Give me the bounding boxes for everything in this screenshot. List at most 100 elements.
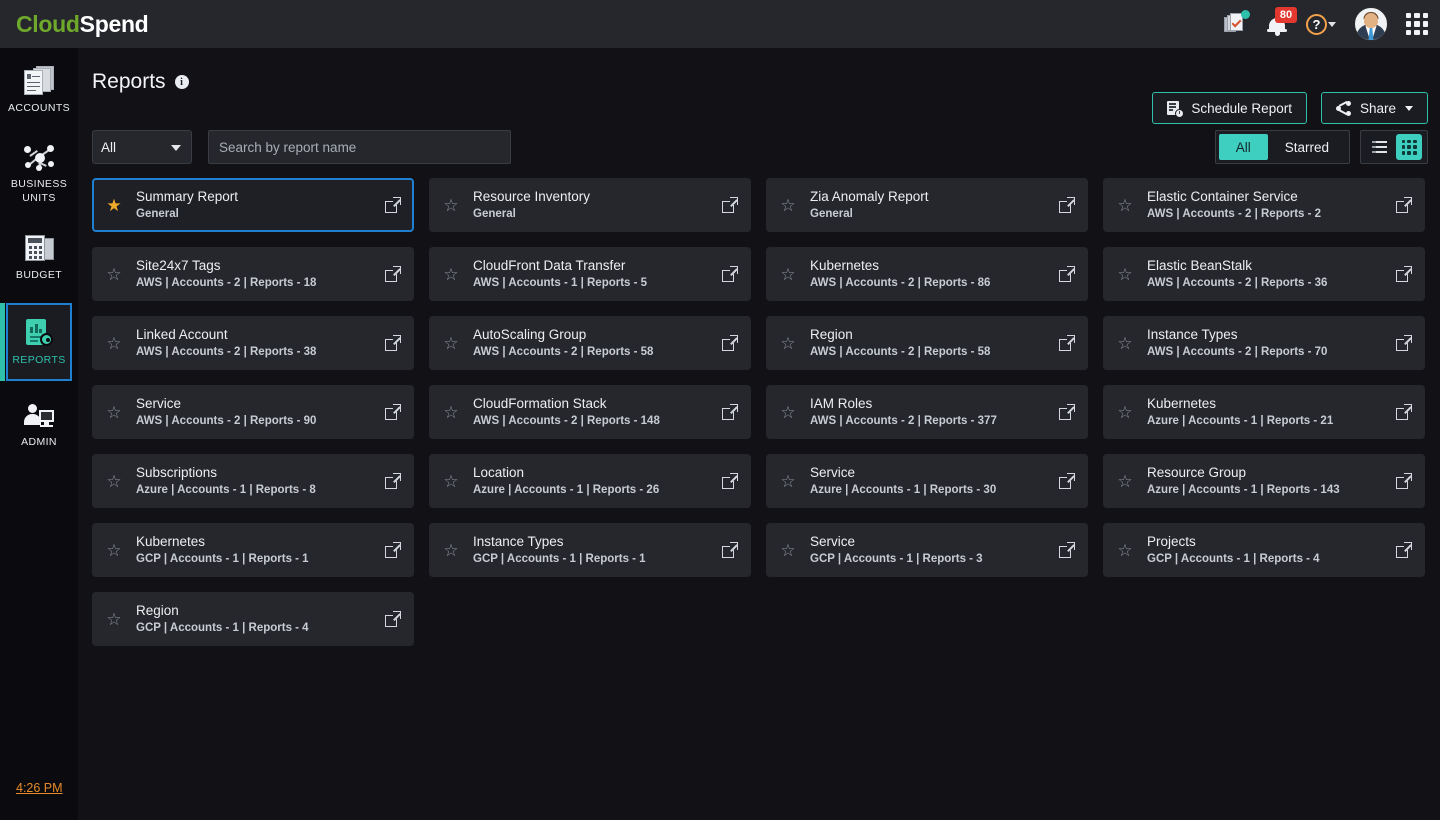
- star-icon[interactable]: ☆: [780, 540, 796, 560]
- open-external-icon[interactable]: [1059, 541, 1075, 558]
- open-external-icon[interactable]: [1396, 196, 1412, 213]
- report-card[interactable]: ☆ Projects GCP | Accounts - 1 | Reports - …: [1103, 523, 1425, 577]
- sidebar-item-admin[interactable]: ADMIN: [0, 384, 78, 468]
- open-external-icon[interactable]: [1059, 472, 1075, 489]
- open-external-icon[interactable]: [722, 403, 738, 420]
- star-icon[interactable]: ☆: [1117, 540, 1133, 560]
- report-card[interactable]: ☆ Elastic BeanStalk AWS | Accounts - 2 | R…: [1103, 247, 1425, 301]
- report-card[interactable]: ☆ CloudFormation Stack AWS | Accounts - 2 …: [429, 385, 751, 439]
- star-icon[interactable]: ☆: [443, 471, 459, 491]
- sidebar-item-budget[interactable]: BUDGET: [0, 216, 78, 300]
- report-card[interactable]: ☆ Kubernetes GCP | Accounts - 1 | Reports …: [92, 523, 414, 577]
- current-time[interactable]: 4:26 PM: [16, 781, 63, 795]
- report-card[interactable]: ☆ Resource Group Azure | Accounts - 1 | Re…: [1103, 454, 1425, 508]
- open-external-icon[interactable]: [1059, 334, 1075, 351]
- sidebar-item-reports[interactable]: REPORTS: [0, 300, 78, 384]
- info-icon[interactable]: i: [174, 75, 189, 89]
- schedule-report-button[interactable]: Schedule Report: [1152, 92, 1307, 124]
- open-external-icon[interactable]: [385, 541, 401, 558]
- star-icon[interactable]: ☆: [780, 195, 796, 215]
- open-external-icon[interactable]: [1396, 334, 1412, 351]
- sidebar-item-accounts[interactable]: ACCOUNTS: [0, 48, 78, 132]
- report-card[interactable]: ☆ Resource Inventory General: [429, 178, 751, 232]
- open-external-icon[interactable]: [385, 403, 401, 420]
- sidebar-item-business-units[interactable]: BUSINESS UNITS: [0, 132, 78, 216]
- open-external-icon[interactable]: [1396, 403, 1412, 420]
- report-card[interactable]: ☆ Site24x7 Tags AWS | Accounts - 2 | Repor…: [92, 247, 414, 301]
- star-icon[interactable]: ☆: [106, 609, 122, 629]
- star-icon[interactable]: ☆: [1117, 195, 1133, 215]
- app-switcher-button[interactable]: [1406, 13, 1428, 35]
- star-icon[interactable]: ☆: [443, 195, 459, 215]
- open-external-icon[interactable]: [722, 265, 738, 282]
- open-external-icon[interactable]: [385, 472, 401, 489]
- report-card-text: CloudFormation Stack AWS | Accounts - 2 |…: [473, 395, 722, 429]
- report-card[interactable]: ★ Summary Report General: [92, 178, 414, 232]
- star-icon[interactable]: ☆: [443, 402, 459, 422]
- report-card[interactable]: ☆ Region AWS | Accounts - 2 | Reports - 58: [766, 316, 1088, 370]
- report-card-title: Region: [136, 603, 179, 618]
- report-card[interactable]: ☆ Instance Types AWS | Accounts - 2 | Repo…: [1103, 316, 1425, 370]
- star-icon[interactable]: ☆: [106, 540, 122, 560]
- report-card[interactable]: ☆ Subscriptions Azure | Accounts - 1 | Rep…: [92, 454, 414, 508]
- open-external-icon[interactable]: [722, 541, 738, 558]
- provider-filter[interactable]: All: [92, 130, 192, 164]
- report-card[interactable]: ☆ CloudFront Data Transfer AWS | Accounts …: [429, 247, 751, 301]
- report-card[interactable]: ☆ Linked Account AWS | Accounts - 2 | Repo…: [92, 316, 414, 370]
- open-external-icon[interactable]: [1396, 541, 1412, 558]
- grid-view-button[interactable]: [1396, 134, 1422, 160]
- help-menu-button[interactable]: ?: [1306, 13, 1336, 35]
- report-card[interactable]: ☆ Service AWS | Accounts - 2 | Reports - 9…: [92, 385, 414, 439]
- report-card[interactable]: ☆ IAM Roles AWS | Accounts - 2 | Reports -…: [766, 385, 1088, 439]
- star-icon[interactable]: ☆: [1117, 402, 1133, 422]
- star-icon[interactable]: ☆: [780, 471, 796, 491]
- star-icon[interactable]: ☆: [780, 402, 796, 422]
- star-icon[interactable]: ☆: [443, 333, 459, 353]
- star-icon[interactable]: ☆: [1117, 264, 1133, 284]
- star-icon[interactable]: ☆: [106, 402, 122, 422]
- open-external-icon[interactable]: [1059, 403, 1075, 420]
- star-icon[interactable]: ☆: [1117, 471, 1133, 491]
- notifications-button[interactable]: 80: [1266, 7, 1297, 36]
- open-external-icon[interactable]: [1396, 472, 1412, 489]
- open-external-icon[interactable]: [722, 196, 738, 213]
- open-external-icon[interactable]: [385, 265, 401, 282]
- open-external-icon[interactable]: [385, 610, 401, 627]
- star-icon[interactable]: ★: [106, 195, 122, 215]
- report-card[interactable]: ☆ Location Azure | Accounts - 1 | Reports …: [429, 454, 751, 508]
- list-view-button[interactable]: [1366, 134, 1392, 160]
- open-external-icon[interactable]: [385, 334, 401, 351]
- report-card[interactable]: ☆ Zia Anomaly Report General: [766, 178, 1088, 232]
- grid-apps-icon: [1406, 13, 1428, 35]
- report-card[interactable]: ☆ Kubernetes Azure | Accounts - 1 | Report…: [1103, 385, 1425, 439]
- filter-tab-starred[interactable]: Starred: [1284, 139, 1329, 155]
- report-card[interactable]: ☆ Service Azure | Accounts - 1 | Reports -…: [766, 454, 1088, 508]
- report-card[interactable]: ☆ Service GCP | Accounts - 1 | Reports - 3: [766, 523, 1088, 577]
- filter-tab-all[interactable]: All: [1218, 134, 1268, 160]
- open-external-icon[interactable]: [385, 196, 401, 213]
- report-card[interactable]: ☆ Region GCP | Accounts - 1 | Reports - 4: [92, 592, 414, 646]
- star-icon[interactable]: ☆: [443, 264, 459, 284]
- star-icon[interactable]: ☆: [1117, 333, 1133, 353]
- provider-filter-select[interactable]: All: [92, 130, 192, 164]
- open-external-icon[interactable]: [722, 472, 738, 489]
- star-icon[interactable]: ☆: [106, 333, 122, 353]
- search-input[interactable]: [208, 130, 511, 164]
- report-card[interactable]: ☆ AutoScaling Group AWS | Accounts - 2 | R…: [429, 316, 751, 370]
- report-card[interactable]: ☆ Kubernetes AWS | Accounts - 2 | Reports …: [766, 247, 1088, 301]
- report-card[interactable]: ☆ Elastic Container Service AWS | Accounts…: [1103, 178, 1425, 232]
- app-logo[interactable]: CloudSpend: [16, 11, 149, 38]
- star-icon[interactable]: ☆: [106, 264, 122, 284]
- open-external-icon[interactable]: [722, 334, 738, 351]
- star-icon[interactable]: ☆: [780, 264, 796, 284]
- star-icon[interactable]: ☆: [106, 471, 122, 491]
- open-external-icon[interactable]: [1059, 265, 1075, 282]
- report-card[interactable]: ☆ Instance Types GCP | Accounts - 1 | Repo…: [429, 523, 751, 577]
- open-external-icon[interactable]: [1396, 265, 1412, 282]
- star-icon[interactable]: ☆: [443, 540, 459, 560]
- share-button[interactable]: Share: [1320, 92, 1428, 124]
- open-external-icon[interactable]: [1059, 196, 1075, 213]
- star-icon[interactable]: ☆: [780, 333, 796, 353]
- user-profile-button[interactable]: [1354, 7, 1388, 41]
- reports-notification-button[interactable]: [1224, 10, 1250, 36]
